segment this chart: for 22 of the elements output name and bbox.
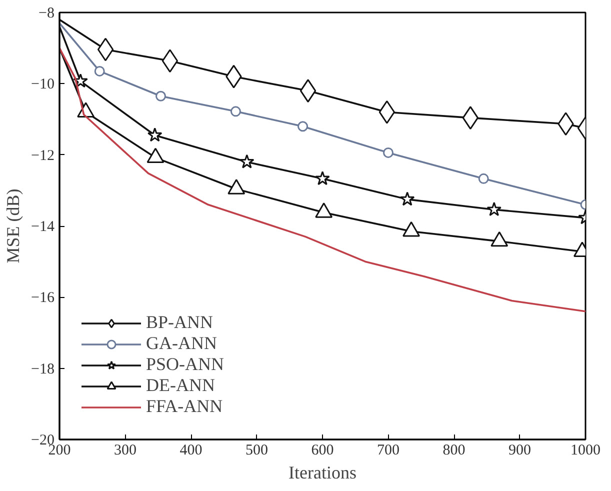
y-tick-label: −14: [31, 219, 55, 235]
line-series: [60, 47, 586, 312]
x-tick-label: 800: [442, 442, 466, 458]
x-tick-label: 300: [114, 442, 136, 458]
y-tick-label: −16: [31, 290, 55, 306]
x-tick-label: 700: [377, 442, 400, 458]
y-tick-label: −8: [38, 6, 55, 22]
y-tick-label: −12: [31, 148, 55, 164]
x-axis-title: Iterations: [288, 462, 356, 482]
y-axis-title: MSE (dB): [3, 188, 24, 264]
legend-label: BP-ANN: [146, 312, 214, 333]
legend-label: GA-ANN: [146, 333, 217, 354]
legend-label: FFA-ANN: [146, 396, 223, 417]
x-tick-label: 500: [246, 442, 268, 458]
x-tick-label: 1000: [570, 442, 600, 458]
legend-label: PSO-ANN: [146, 354, 224, 375]
x-tick-label: 900: [508, 442, 531, 458]
x-tick-label: 400: [180, 442, 202, 458]
x-tick-label: 600: [311, 442, 334, 458]
legend-label: DE-ANN: [146, 375, 215, 396]
y-tick-label: −10: [31, 76, 55, 93]
y-tick-label: −18: [31, 361, 55, 378]
